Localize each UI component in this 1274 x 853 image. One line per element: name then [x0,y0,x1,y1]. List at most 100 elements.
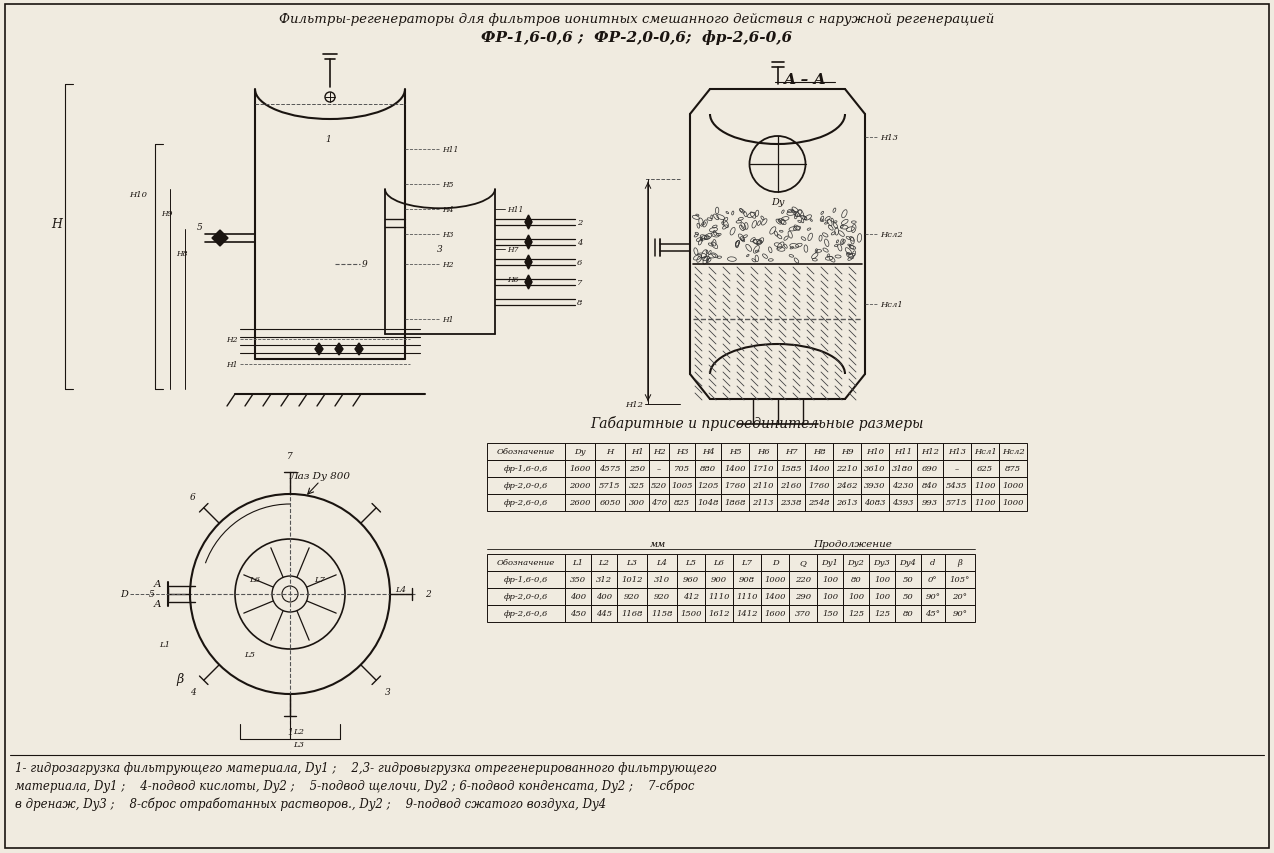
Bar [971,495,999,512]
Bar [761,572,789,589]
Text: 4: 4 [577,239,582,247]
Text: L3: L3 [627,559,637,567]
Bar [647,572,676,589]
Bar [595,478,626,495]
Bar [917,461,943,478]
Text: 1000: 1000 [1003,499,1024,507]
Text: H11: H11 [894,448,912,456]
Text: фр-2,0-0,6: фр-2,0-0,6 [503,593,548,601]
Bar [705,589,733,606]
Text: 5: 5 [197,223,203,232]
Text: 290: 290 [795,593,812,601]
Text: L3: L3 [293,740,304,748]
Bar [564,444,595,461]
Polygon shape [315,344,324,350]
Bar [945,589,975,606]
Text: L4: L4 [656,559,668,567]
Text: L5: L5 [245,650,256,659]
Text: 4083: 4083 [864,499,885,507]
Text: 1760: 1760 [808,482,829,490]
Text: L7: L7 [741,559,753,567]
Bar [617,589,647,606]
Bar [648,444,669,461]
Text: 1600: 1600 [569,465,591,473]
Text: H10: H10 [866,448,884,456]
Text: 90°: 90° [953,610,967,618]
Polygon shape [335,344,343,350]
Text: H11: H11 [507,206,524,214]
Text: 3: 3 [385,688,390,696]
Text: 920: 920 [624,593,640,601]
Text: 1012: 1012 [622,576,643,583]
Bar [564,495,595,512]
Bar [999,461,1027,478]
Text: 2600: 2600 [569,499,591,507]
Bar [487,589,564,606]
Bar [896,606,921,623]
Text: 100: 100 [874,576,891,583]
Text: 1600: 1600 [764,610,786,618]
Text: 370: 370 [795,610,812,618]
Text: Обозначение: Обозначение [497,559,555,567]
Bar [999,444,1027,461]
Bar [971,444,999,461]
Bar [676,606,705,623]
Text: L1: L1 [572,559,583,567]
Text: β: β [958,559,962,567]
Bar [761,606,789,623]
Text: H12: H12 [921,448,939,456]
Text: L2: L2 [599,559,609,567]
Text: H5: H5 [729,448,741,456]
Bar [749,495,777,512]
Text: Нсл2: Нсл2 [1001,448,1024,456]
Bar [817,589,843,606]
Text: 220: 220 [795,576,812,583]
Bar [777,478,805,495]
Bar [647,606,676,623]
Text: 4230: 4230 [892,482,913,490]
Text: 5715: 5715 [947,499,968,507]
Text: 1205: 1205 [697,482,719,490]
Bar [945,572,975,589]
Text: H8: H8 [813,448,826,456]
Text: 4575: 4575 [599,465,620,473]
Text: 445: 445 [596,610,612,618]
Bar [648,461,669,478]
Text: 150: 150 [822,610,838,618]
Text: 1400: 1400 [764,593,786,601]
Text: 1100: 1100 [975,499,996,507]
Text: 1868: 1868 [724,499,745,507]
Bar [889,495,917,512]
Bar [617,572,647,589]
Text: 450: 450 [569,610,586,618]
Bar [487,495,564,512]
Text: 1- гидрозагрузка фильтрующего материала, Dy1 ;    2,3- гидровыгрузка отрегенерир: 1- гидрозагрузка фильтрующего материала,… [15,761,717,774]
Bar [564,606,591,623]
Polygon shape [335,350,343,356]
Text: 100: 100 [822,593,838,601]
Bar [921,589,945,606]
Polygon shape [355,344,363,350]
Bar [487,606,564,623]
Bar [626,444,648,461]
Text: H3: H3 [442,230,454,239]
Text: 6: 6 [577,258,582,267]
Bar [861,495,889,512]
Text: Нсл2: Нсл2 [880,230,903,239]
Bar [733,589,761,606]
Bar [564,478,595,495]
Bar [843,572,869,589]
Text: 300: 300 [629,499,645,507]
Text: Dy3: Dy3 [874,559,891,567]
Bar [696,444,721,461]
Text: 1158: 1158 [651,610,673,618]
Bar [999,478,1027,495]
Text: 3930: 3930 [864,482,885,490]
Text: Dy2: Dy2 [847,559,865,567]
Text: фр-2,6-0,6: фр-2,6-0,6 [503,499,548,507]
Text: 100: 100 [848,593,864,601]
Text: Фильтры-регенераторы для фильтров ионитных смешанного действия с наружной регене: Фильтры-регенераторы для фильтров ионитн… [279,13,995,26]
Text: D: D [120,589,127,599]
Text: L6: L6 [713,559,725,567]
Bar [564,589,591,606]
